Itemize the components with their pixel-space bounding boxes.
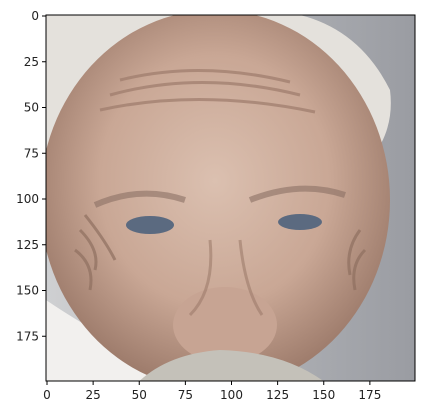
forehead-wrinkles <box>99 69 316 114</box>
nose-bridge <box>188 239 264 317</box>
axes-frame <box>45 14 416 382</box>
y-tick-label: 0 <box>31 9 39 23</box>
crow-feet-left <box>74 214 117 291</box>
x-tick-label: 25 <box>85 388 100 402</box>
y-tick-label: 100 <box>16 192 39 206</box>
x-tick-label: 175 <box>358 388 381 402</box>
x-tick-label: 150 <box>312 388 335 402</box>
x-tick-label: 50 <box>132 388 147 402</box>
y-ticks: 0 25 50 75 100 125 150 175 <box>16 9 46 343</box>
y-tick-label: 75 <box>24 146 39 160</box>
portrait-image <box>46 15 415 417</box>
left-eye <box>126 216 174 234</box>
x-tick-label: 0 <box>43 388 51 402</box>
y-tick-label: 125 <box>16 238 39 252</box>
x-tick-label: 75 <box>178 388 193 402</box>
x-tick-label: 100 <box>220 388 243 402</box>
mustache <box>139 350 324 381</box>
right-eye <box>278 214 322 230</box>
x-ticks: 0 25 50 75 100 125 150 175 <box>43 381 381 402</box>
face <box>46 15 390 381</box>
y-tick-label: 150 <box>16 284 39 298</box>
y-tick-label: 175 <box>16 329 39 343</box>
y-tick-label: 25 <box>24 55 39 69</box>
teeth <box>175 410 295 417</box>
mouth <box>145 404 315 417</box>
axes: 0 25 50 75 100 125 150 175 0 25 50 75 100 125 150 175 <box>16 9 416 402</box>
left-eyebrow <box>93 190 186 208</box>
y-tick-label: 50 <box>24 101 39 115</box>
x-tick-label: 125 <box>266 388 289 402</box>
crow-feet-right <box>347 229 367 291</box>
shirt <box>46 300 300 381</box>
right-eyebrow <box>248 185 346 203</box>
